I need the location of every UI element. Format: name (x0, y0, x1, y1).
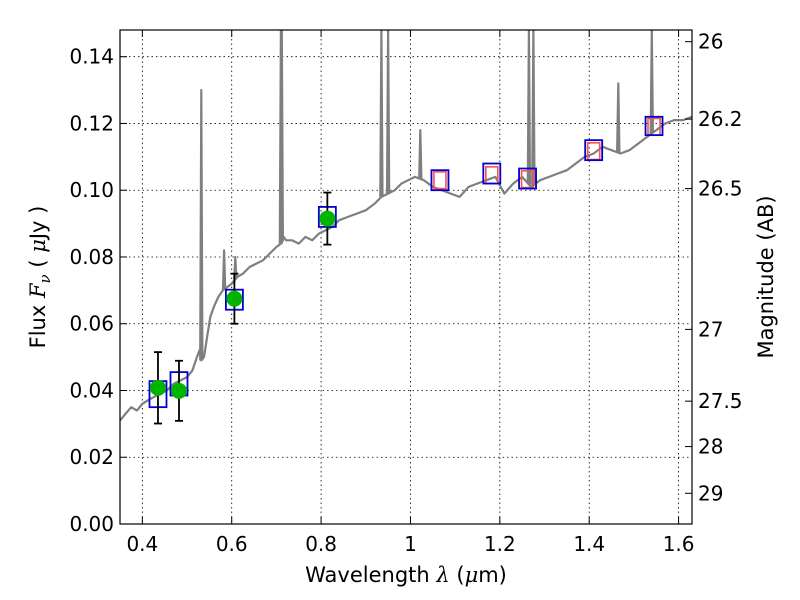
spectrum-emission-spike (199, 88, 204, 361)
model-flux-box (644, 115, 664, 137)
spectrum-emission-spike (221, 249, 227, 290)
upper-limit-box (520, 170, 535, 189)
y-tick-label: 0.00 (69, 512, 114, 536)
x-tick-label: 1.2 (484, 532, 516, 556)
spectrum-emission-spike (379, 30, 384, 197)
mag-tick-label: 26 (698, 30, 723, 54)
x-axis-title: Wavelength λ (μm) (305, 563, 507, 587)
mag-tick-label: 26.2 (698, 107, 743, 131)
spectrum-emission-spike (233, 255, 238, 280)
x-tick-label: 0.6 (216, 532, 248, 556)
spectrum-emission-spike (279, 30, 284, 242)
model-flux-box (430, 169, 450, 192)
spectrum-emission-spike (526, 30, 532, 185)
y-axis-title: Flux Fν ( μJy ) (26, 206, 54, 349)
y-tick-label: 0.08 (69, 245, 114, 269)
mag-tick-label: 26.5 (698, 177, 743, 201)
mag-tick-label: 27.5 (698, 389, 743, 413)
y2-axis-title: Magnitude (AB) (754, 195, 778, 358)
x-tick-label: 1.4 (573, 532, 605, 556)
mag-tick-label: 29 (698, 481, 723, 505)
x-tick-label: 0.4 (126, 532, 158, 556)
mag-tick-label: 27 (698, 317, 723, 341)
model-flux-box (482, 162, 502, 185)
observed-flux-point (149, 379, 166, 396)
plot-background (120, 30, 692, 524)
plot-frame (119, 29, 693, 525)
upper-limit-box (433, 171, 447, 190)
spectrum-emission-spike (385, 30, 391, 194)
observed-flux-point (170, 382, 187, 399)
y-tick-label: 0.04 (69, 378, 114, 402)
x-tick-label: 1 (404, 532, 417, 556)
x-tick-label: 0.8 (305, 532, 337, 556)
y-tick-label: 0.14 (69, 45, 114, 69)
observed-flux-point (319, 210, 336, 227)
spectrum-line (120, 115, 692, 422)
y-tick-label: 0.06 (69, 312, 114, 336)
observed-flux-point (226, 290, 243, 307)
mag-tick-label: 28 (698, 435, 723, 459)
data-series (120, 30, 692, 425)
spectrum-emission-spike (418, 129, 423, 179)
spectrum-emission-spike (616, 82, 621, 153)
x-tick-label: 1.6 (663, 532, 695, 556)
y-tick-label: 0.02 (69, 445, 114, 469)
y-tick-label: 0.12 (69, 111, 114, 135)
model-flux-box (518, 167, 537, 190)
spectrum-emission-spike (531, 30, 536, 186)
model-flux-box (584, 139, 604, 162)
axis-ticks: 0.4 0.6 0.8 1 1.2 1.4 1.6 0.00 0.02 0.04 0.06 0.08 0… (69, 30, 742, 556)
y-tick-label: 0.10 (69, 178, 114, 202)
spectrum-emission-spike (649, 30, 654, 134)
